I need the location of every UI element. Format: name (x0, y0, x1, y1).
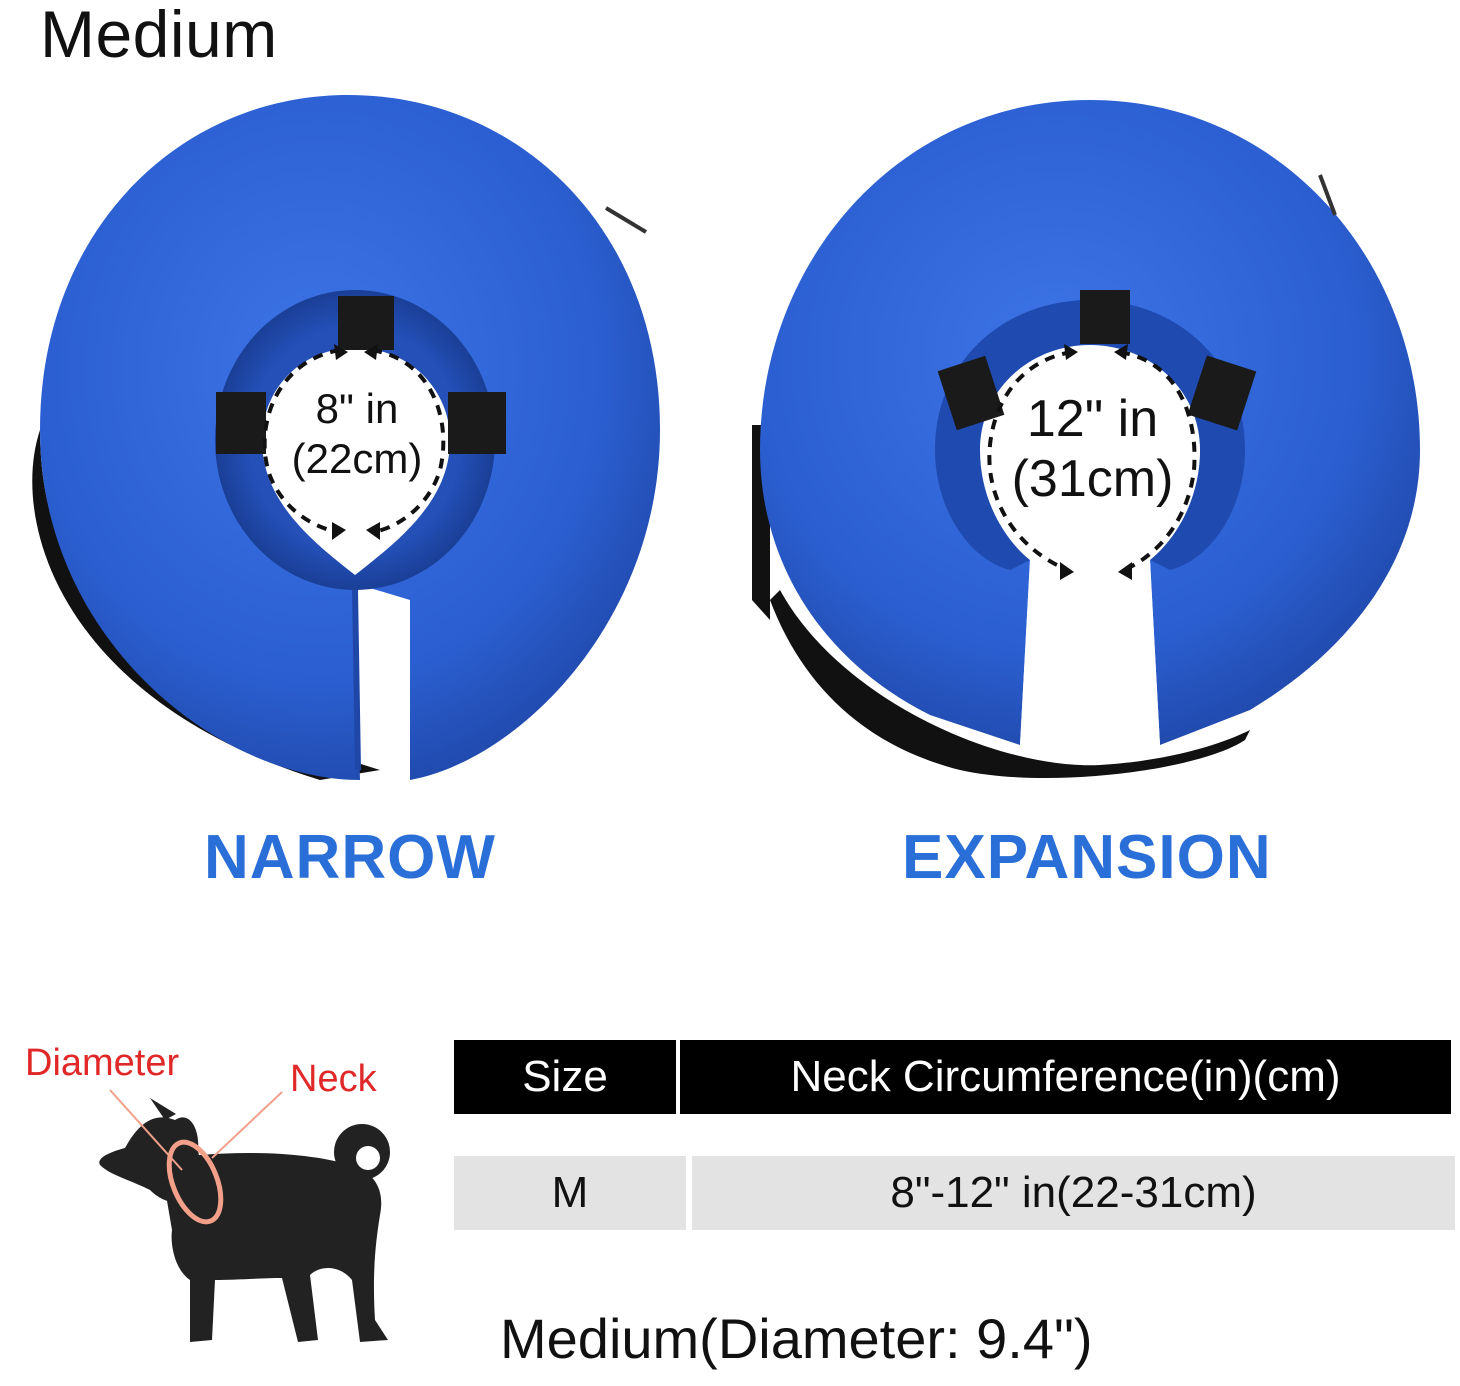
size-title: Medium (40, 0, 278, 71)
expansion-measure: 12" in (31cm) (985, 390, 1200, 510)
expansion-label: EXPANSION (902, 823, 1272, 892)
narrow-measure: 8" in (22cm) (262, 384, 452, 483)
dog-silhouette-icon (99, 1098, 390, 1342)
dog-diagram (99, 1089, 390, 1342)
table-header-neck: Neck Circumference(in)(cm) (680, 1040, 1451, 1114)
expansion-collar (752, 100, 1420, 779)
diameter-footnote: Medium(Diameter: 9.4") (500, 1307, 1093, 1370)
collar-photos (32, 95, 1420, 780)
expansion-measure-in: 12" in (1026, 390, 1159, 448)
diameter-label: Diameter (25, 1042, 180, 1084)
neck-label: Neck (290, 1058, 377, 1100)
table-header-size: Size (454, 1040, 676, 1114)
narrow-collar (32, 95, 660, 780)
narrow-measure-cm: (22cm) (291, 434, 423, 482)
expansion-measure-cm: (31cm) (1011, 449, 1174, 508)
neck-pointer (211, 1091, 283, 1159)
table-cell-neck: 8"-12" in(22-31cm) (692, 1156, 1455, 1230)
neck-ring (166, 1139, 224, 1225)
narrow-measure-in: 8" in (315, 385, 399, 432)
narrow-label: NARROW (204, 823, 496, 892)
diameter-pointer (109, 1089, 183, 1171)
table-cell-size: M (454, 1156, 686, 1230)
